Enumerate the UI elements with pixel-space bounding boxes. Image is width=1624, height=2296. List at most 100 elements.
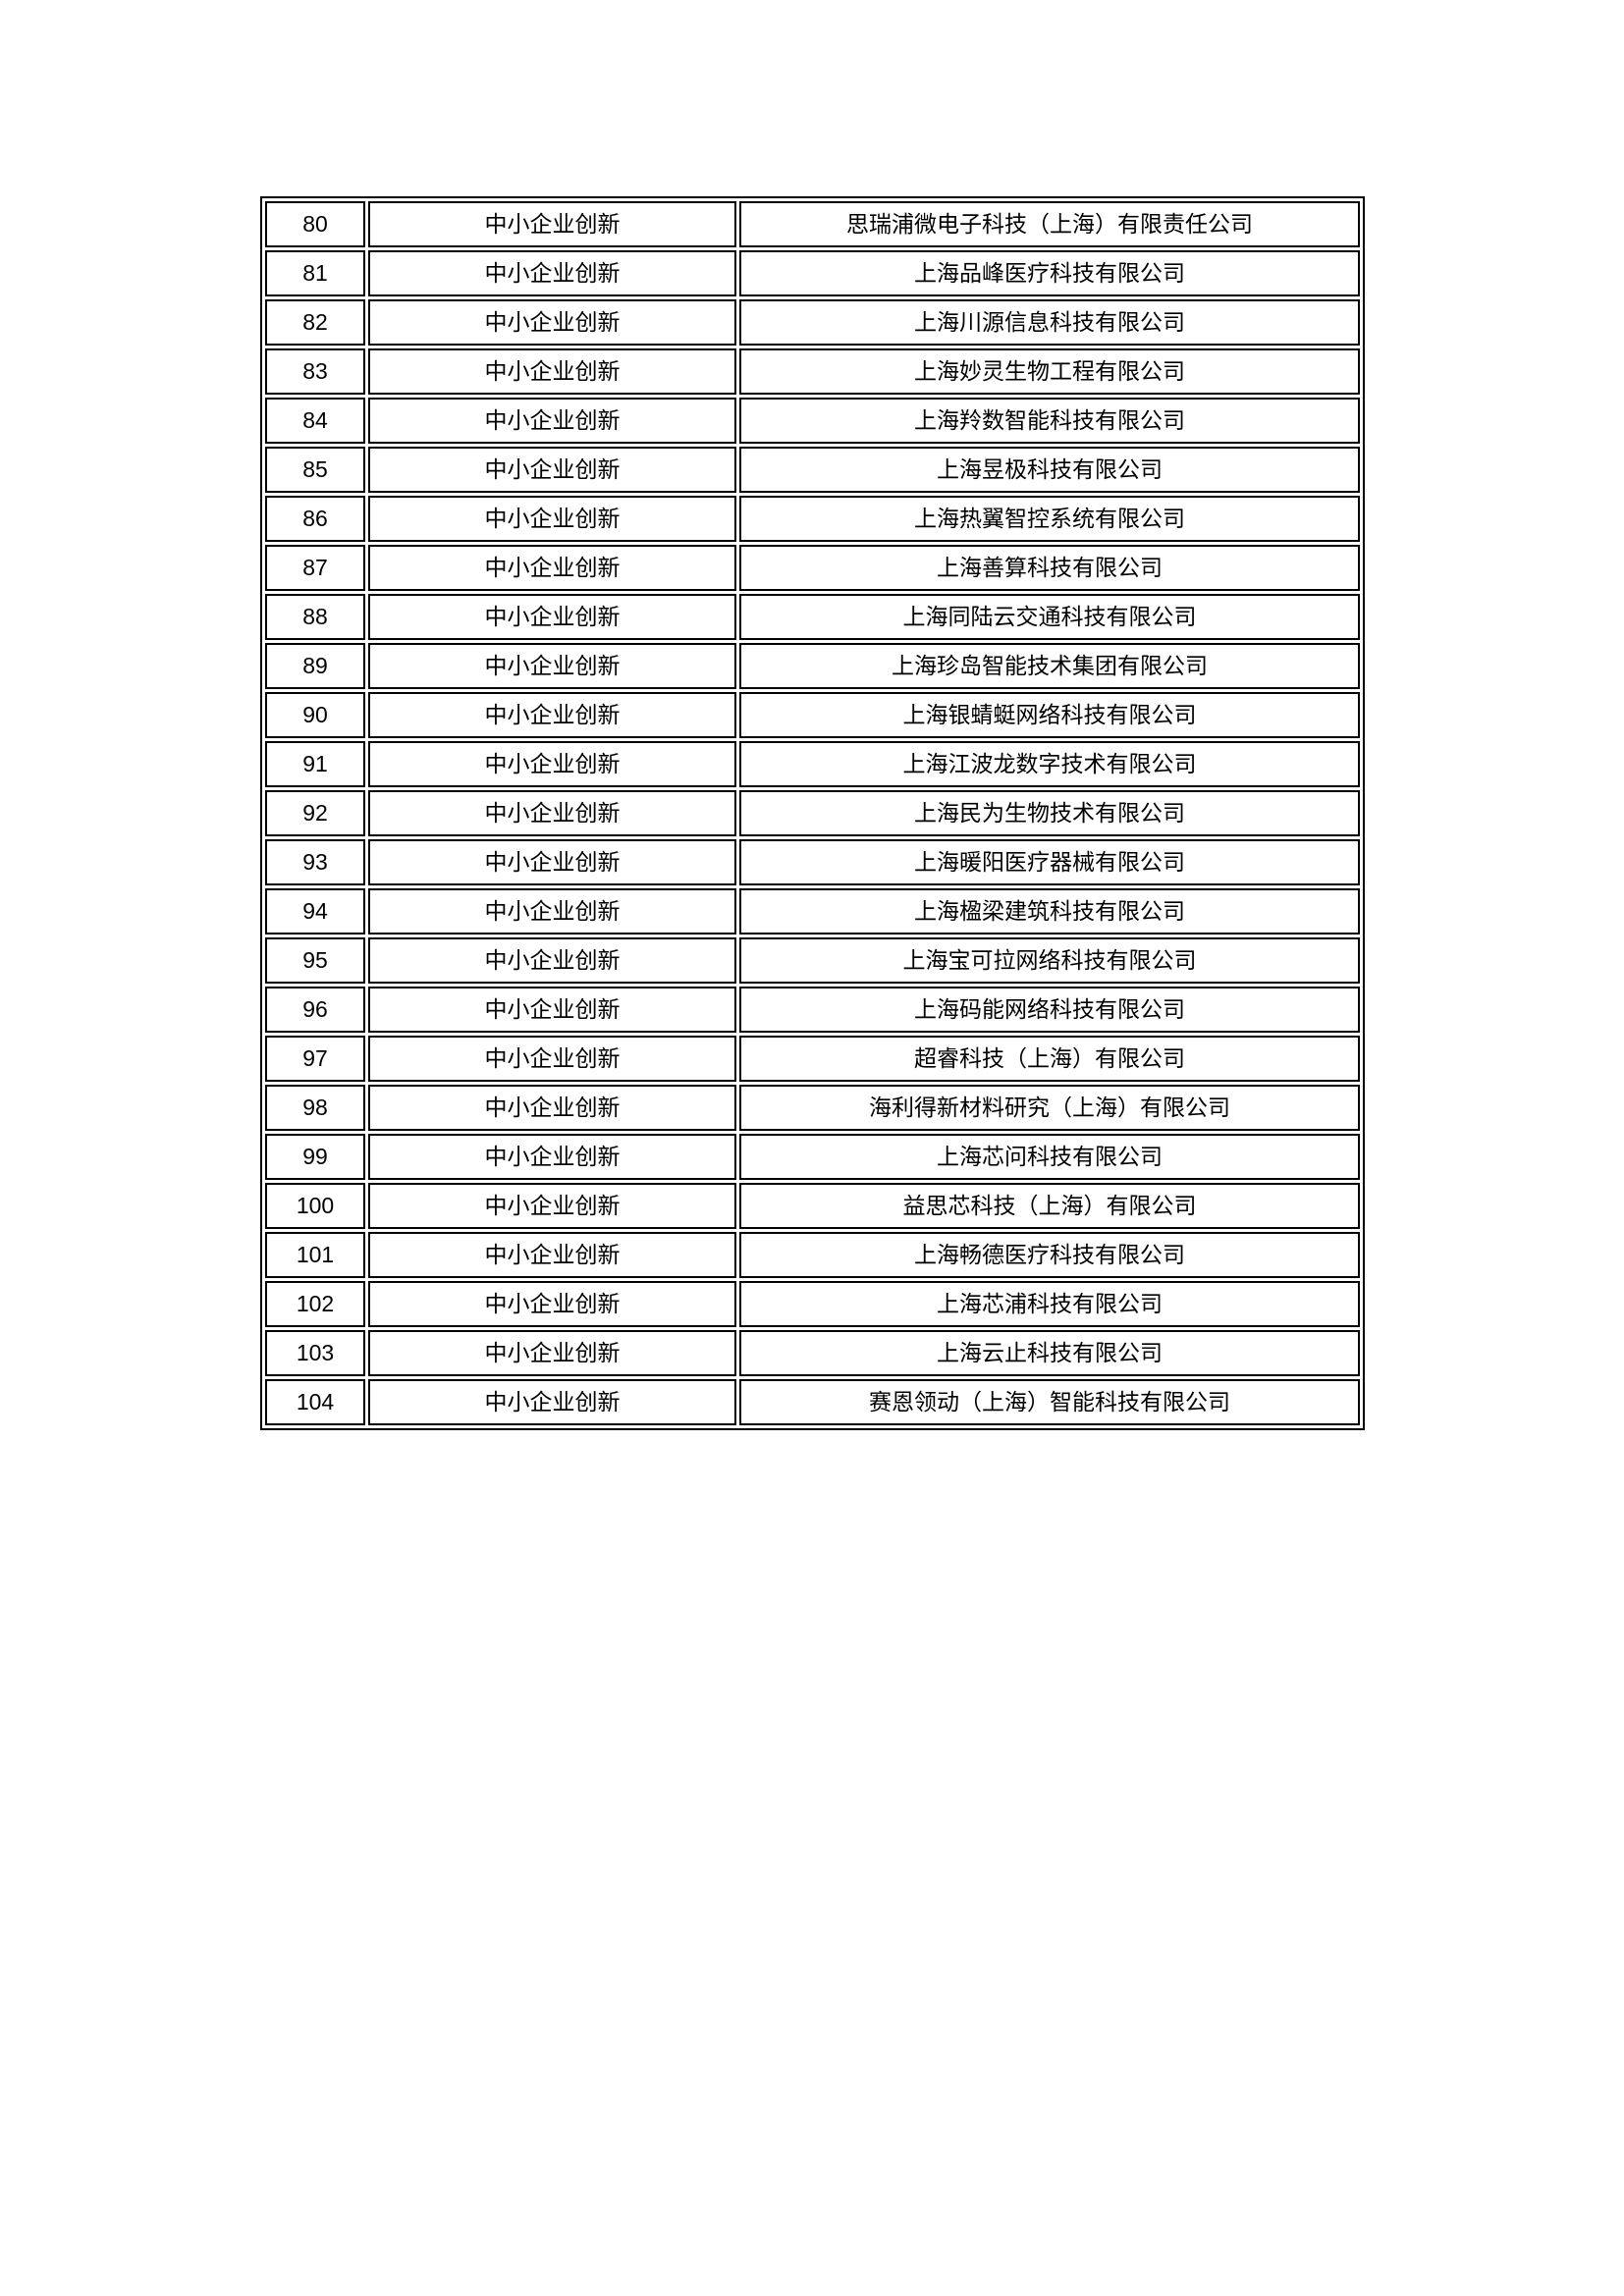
company-name-cell: 上海芯问科技有限公司 [739, 1134, 1360, 1180]
company-name-cell: 上海同陆云交通科技有限公司 [739, 594, 1360, 640]
company-name-cell: 超睿科技（上海）有限公司 [739, 1036, 1360, 1082]
company-name-cell: 上海羚数智能科技有限公司 [739, 398, 1360, 444]
table-row: 96 中小企业创新 上海码能网络科技有限公司 [265, 987, 1360, 1033]
company-name-cell: 上海热翼智控系统有限公司 [739, 496, 1360, 542]
category-cell: 中小企业创新 [368, 1232, 736, 1278]
row-number-cell: 88 [265, 594, 365, 640]
row-number-cell: 82 [265, 299, 365, 346]
company-name-cell: 益思芯科技（上海）有限公司 [739, 1183, 1360, 1229]
row-number-cell: 97 [265, 1036, 365, 1082]
table-row: 103 中小企业创新 上海云止科技有限公司 [265, 1330, 1360, 1376]
table-row: 97 中小企业创新 超睿科技（上海）有限公司 [265, 1036, 1360, 1082]
row-number-cell: 80 [265, 201, 365, 247]
category-cell: 中小企业创新 [368, 1036, 736, 1082]
row-number-cell: 102 [265, 1281, 365, 1327]
category-cell: 中小企业创新 [368, 987, 736, 1033]
row-number-cell: 100 [265, 1183, 365, 1229]
category-cell: 中小企业创新 [368, 1183, 736, 1229]
row-number-cell: 85 [265, 447, 365, 493]
row-number-cell: 103 [265, 1330, 365, 1376]
company-name-cell: 上海品峰医疗科技有限公司 [739, 250, 1360, 296]
row-number-cell: 99 [265, 1134, 365, 1180]
category-cell: 中小企业创新 [368, 594, 736, 640]
table-row: 84 中小企业创新 上海羚数智能科技有限公司 [265, 398, 1360, 444]
company-name-cell: 思瑞浦微电子科技（上海）有限责任公司 [739, 201, 1360, 247]
table-row: 94 中小企业创新 上海楹梁建筑科技有限公司 [265, 888, 1360, 934]
category-cell: 中小企业创新 [368, 1134, 736, 1180]
category-cell: 中小企业创新 [368, 496, 736, 542]
company-name-cell: 上海芯浦科技有限公司 [739, 1281, 1360, 1327]
company-name-cell: 上海宝可拉网络科技有限公司 [739, 937, 1360, 984]
table-row: 99 中小企业创新 上海芯问科技有限公司 [265, 1134, 1360, 1180]
category-cell: 中小企业创新 [368, 398, 736, 444]
company-list-table: 80 中小企业创新 思瑞浦微电子科技（上海）有限责任公司 81 中小企业创新 上… [260, 196, 1365, 1430]
company-name-cell: 海利得新材料研究（上海）有限公司 [739, 1085, 1360, 1131]
company-name-cell: 上海楹梁建筑科技有限公司 [739, 888, 1360, 934]
category-cell: 中小企业创新 [368, 790, 736, 836]
table-row: 82 中小企业创新 上海川源信息科技有限公司 [265, 299, 1360, 346]
row-number-cell: 101 [265, 1232, 365, 1278]
company-name-cell: 上海妙灵生物工程有限公司 [739, 348, 1360, 395]
category-cell: 中小企业创新 [368, 299, 736, 346]
row-number-cell: 83 [265, 348, 365, 395]
table-row: 101 中小企业创新 上海畅德医疗科技有限公司 [265, 1232, 1360, 1278]
category-cell: 中小企业创新 [368, 937, 736, 984]
company-name-cell: 上海善算科技有限公司 [739, 545, 1360, 591]
company-list-body: 80 中小企业创新 思瑞浦微电子科技（上海）有限责任公司 81 中小企业创新 上… [265, 201, 1360, 1425]
row-number-cell: 84 [265, 398, 365, 444]
company-name-cell: 赛恩领动（上海）智能科技有限公司 [739, 1379, 1360, 1425]
table-row: 102 中小企业创新 上海芯浦科技有限公司 [265, 1281, 1360, 1327]
row-number-cell: 104 [265, 1379, 365, 1425]
row-number-cell: 90 [265, 692, 365, 738]
table-row: 100 中小企业创新 益思芯科技（上海）有限公司 [265, 1183, 1360, 1229]
category-cell: 中小企业创新 [368, 888, 736, 934]
table-row: 93 中小企业创新 上海暖阳医疗器械有限公司 [265, 839, 1360, 885]
company-name-cell: 上海民为生物技术有限公司 [739, 790, 1360, 836]
table-row: 81 中小企业创新 上海品峰医疗科技有限公司 [265, 250, 1360, 296]
category-cell: 中小企业创新 [368, 692, 736, 738]
row-number-cell: 91 [265, 741, 365, 787]
company-name-cell: 上海云止科技有限公司 [739, 1330, 1360, 1376]
category-cell: 中小企业创新 [368, 201, 736, 247]
category-cell: 中小企业创新 [368, 1281, 736, 1327]
table-row: 91 中小企业创新 上海江波龙数字技术有限公司 [265, 741, 1360, 787]
category-cell: 中小企业创新 [368, 250, 736, 296]
row-number-cell: 81 [265, 250, 365, 296]
table-row: 104 中小企业创新 赛恩领动（上海）智能科技有限公司 [265, 1379, 1360, 1425]
company-name-cell: 上海江波龙数字技术有限公司 [739, 741, 1360, 787]
table-row: 88 中小企业创新 上海同陆云交通科技有限公司 [265, 594, 1360, 640]
row-number-cell: 89 [265, 643, 365, 689]
row-number-cell: 98 [265, 1085, 365, 1131]
row-number-cell: 94 [265, 888, 365, 934]
company-name-cell: 上海昱极科技有限公司 [739, 447, 1360, 493]
table-row: 80 中小企业创新 思瑞浦微电子科技（上海）有限责任公司 [265, 201, 1360, 247]
category-cell: 中小企业创新 [368, 839, 736, 885]
row-number-cell: 96 [265, 987, 365, 1033]
table-row: 90 中小企业创新 上海银蜻蜓网络科技有限公司 [265, 692, 1360, 738]
table-row: 92 中小企业创新 上海民为生物技术有限公司 [265, 790, 1360, 836]
category-cell: 中小企业创新 [368, 348, 736, 395]
company-name-cell: 上海码能网络科技有限公司 [739, 987, 1360, 1033]
category-cell: 中小企业创新 [368, 545, 736, 591]
category-cell: 中小企业创新 [368, 643, 736, 689]
category-cell: 中小企业创新 [368, 741, 736, 787]
company-name-cell: 上海畅德医疗科技有限公司 [739, 1232, 1360, 1278]
row-number-cell: 93 [265, 839, 365, 885]
table-row: 83 中小企业创新 上海妙灵生物工程有限公司 [265, 348, 1360, 395]
table-row: 87 中小企业创新 上海善算科技有限公司 [265, 545, 1360, 591]
company-name-cell: 上海银蜻蜓网络科技有限公司 [739, 692, 1360, 738]
row-number-cell: 92 [265, 790, 365, 836]
row-number-cell: 87 [265, 545, 365, 591]
table-row: 85 中小企业创新 上海昱极科技有限公司 [265, 447, 1360, 493]
category-cell: 中小企业创新 [368, 447, 736, 493]
row-number-cell: 86 [265, 496, 365, 542]
category-cell: 中小企业创新 [368, 1085, 736, 1131]
table-row: 95 中小企业创新 上海宝可拉网络科技有限公司 [265, 937, 1360, 984]
company-name-cell: 上海暖阳医疗器械有限公司 [739, 839, 1360, 885]
table-row: 89 中小企业创新 上海珍岛智能技术集团有限公司 [265, 643, 1360, 689]
category-cell: 中小企业创新 [368, 1379, 736, 1425]
company-name-cell: 上海川源信息科技有限公司 [739, 299, 1360, 346]
table-row: 86 中小企业创新 上海热翼智控系统有限公司 [265, 496, 1360, 542]
row-number-cell: 95 [265, 937, 365, 984]
